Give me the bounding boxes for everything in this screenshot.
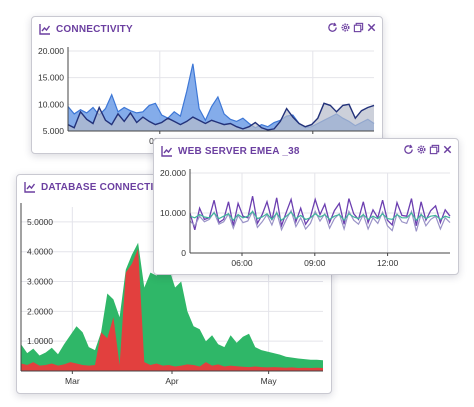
- panel-header: DATABASE CONNECTIONS: [17, 175, 331, 199]
- database-y-tick-label: 2.0000: [27, 306, 53, 316]
- panel-title: CONNECTIVITY: [56, 23, 133, 35]
- database-chart: 5.0000 4.0000 3.0000 2.0000 1.0000 Mar Apr May: [20, 203, 323, 386]
- copy-icon[interactable]: [429, 144, 440, 155]
- database-x-tick-label: Mar: [65, 376, 80, 386]
- copy-icon[interactable]: [353, 22, 364, 33]
- chart-icon: [39, 24, 51, 35]
- web-server-chart: 20.000 10.000 0 06:00 09:00 12:00: [160, 168, 451, 268]
- connectivity-series-2-line: [67, 102, 375, 131]
- close-icon[interactable]: [442, 144, 453, 155]
- panel-title: DATABASE CONNECTIONS: [41, 181, 176, 193]
- web-server-y-tick-label: 10.000: [160, 208, 186, 218]
- chart-icon: [161, 146, 173, 157]
- refresh-icon[interactable]: [403, 144, 414, 155]
- connectivity-series-1-area: [68, 63, 374, 131]
- web-server-series-1-line: [189, 196, 451, 230]
- connectivity-y-tick-label: 5.000: [43, 126, 65, 136]
- connectivity-y-tick-label: 20.000: [38, 46, 64, 56]
- web-server-x-tick-label: 06:00: [231, 258, 253, 268]
- web-server-y-tick-label: 20.000: [160, 168, 186, 178]
- web-server-x-tick-label: 12:00: [377, 258, 399, 268]
- web-server-series-2-line: [189, 209, 451, 232]
- panel-header: WEB SERVER EMEA _38: [154, 139, 458, 163]
- web-server-x-tick-label: 09:00: [304, 258, 326, 268]
- panel-tools: [403, 144, 453, 155]
- web-server-series-3-line: [189, 210, 451, 222]
- database-y-tick-label: 1.0000: [27, 336, 53, 346]
- connectivity-series-2-area: [68, 103, 374, 131]
- database-x-tick-label: Apr: [165, 376, 178, 386]
- connectivity-panel: CONNECTIVITY 20.00015.00010.0005.00008:0…: [31, 16, 383, 154]
- gear-icon[interactable]: [340, 22, 351, 33]
- database-y-tick-label: 5.0000: [27, 217, 53, 227]
- refresh-icon[interactable]: [327, 22, 338, 33]
- database-y-tick-label: 3.0000: [27, 277, 53, 287]
- web-server-y-tick-label: 0: [181, 248, 186, 258]
- database-x-tick-label: May: [261, 376, 278, 386]
- chart-icon: [24, 182, 36, 193]
- panel-tools: [327, 22, 377, 33]
- panel-header: CONNECTIVITY: [32, 17, 382, 41]
- panel-title: WEB SERVER EMEA _38: [178, 145, 300, 157]
- gear-icon[interactable]: [416, 144, 427, 155]
- database-series-1-area: [21, 242, 323, 371]
- web-server-panel: WEB SERVER EMEA _38 20.000 10.000 0 06:00 09…: [153, 138, 459, 275]
- database-y-tick-label: 4.0000: [27, 247, 53, 257]
- connectivity-y-tick-label: 10.000: [38, 99, 64, 109]
- connectivity-y-tick-label: 15.000: [38, 73, 64, 83]
- close-icon[interactable]: [366, 22, 377, 33]
